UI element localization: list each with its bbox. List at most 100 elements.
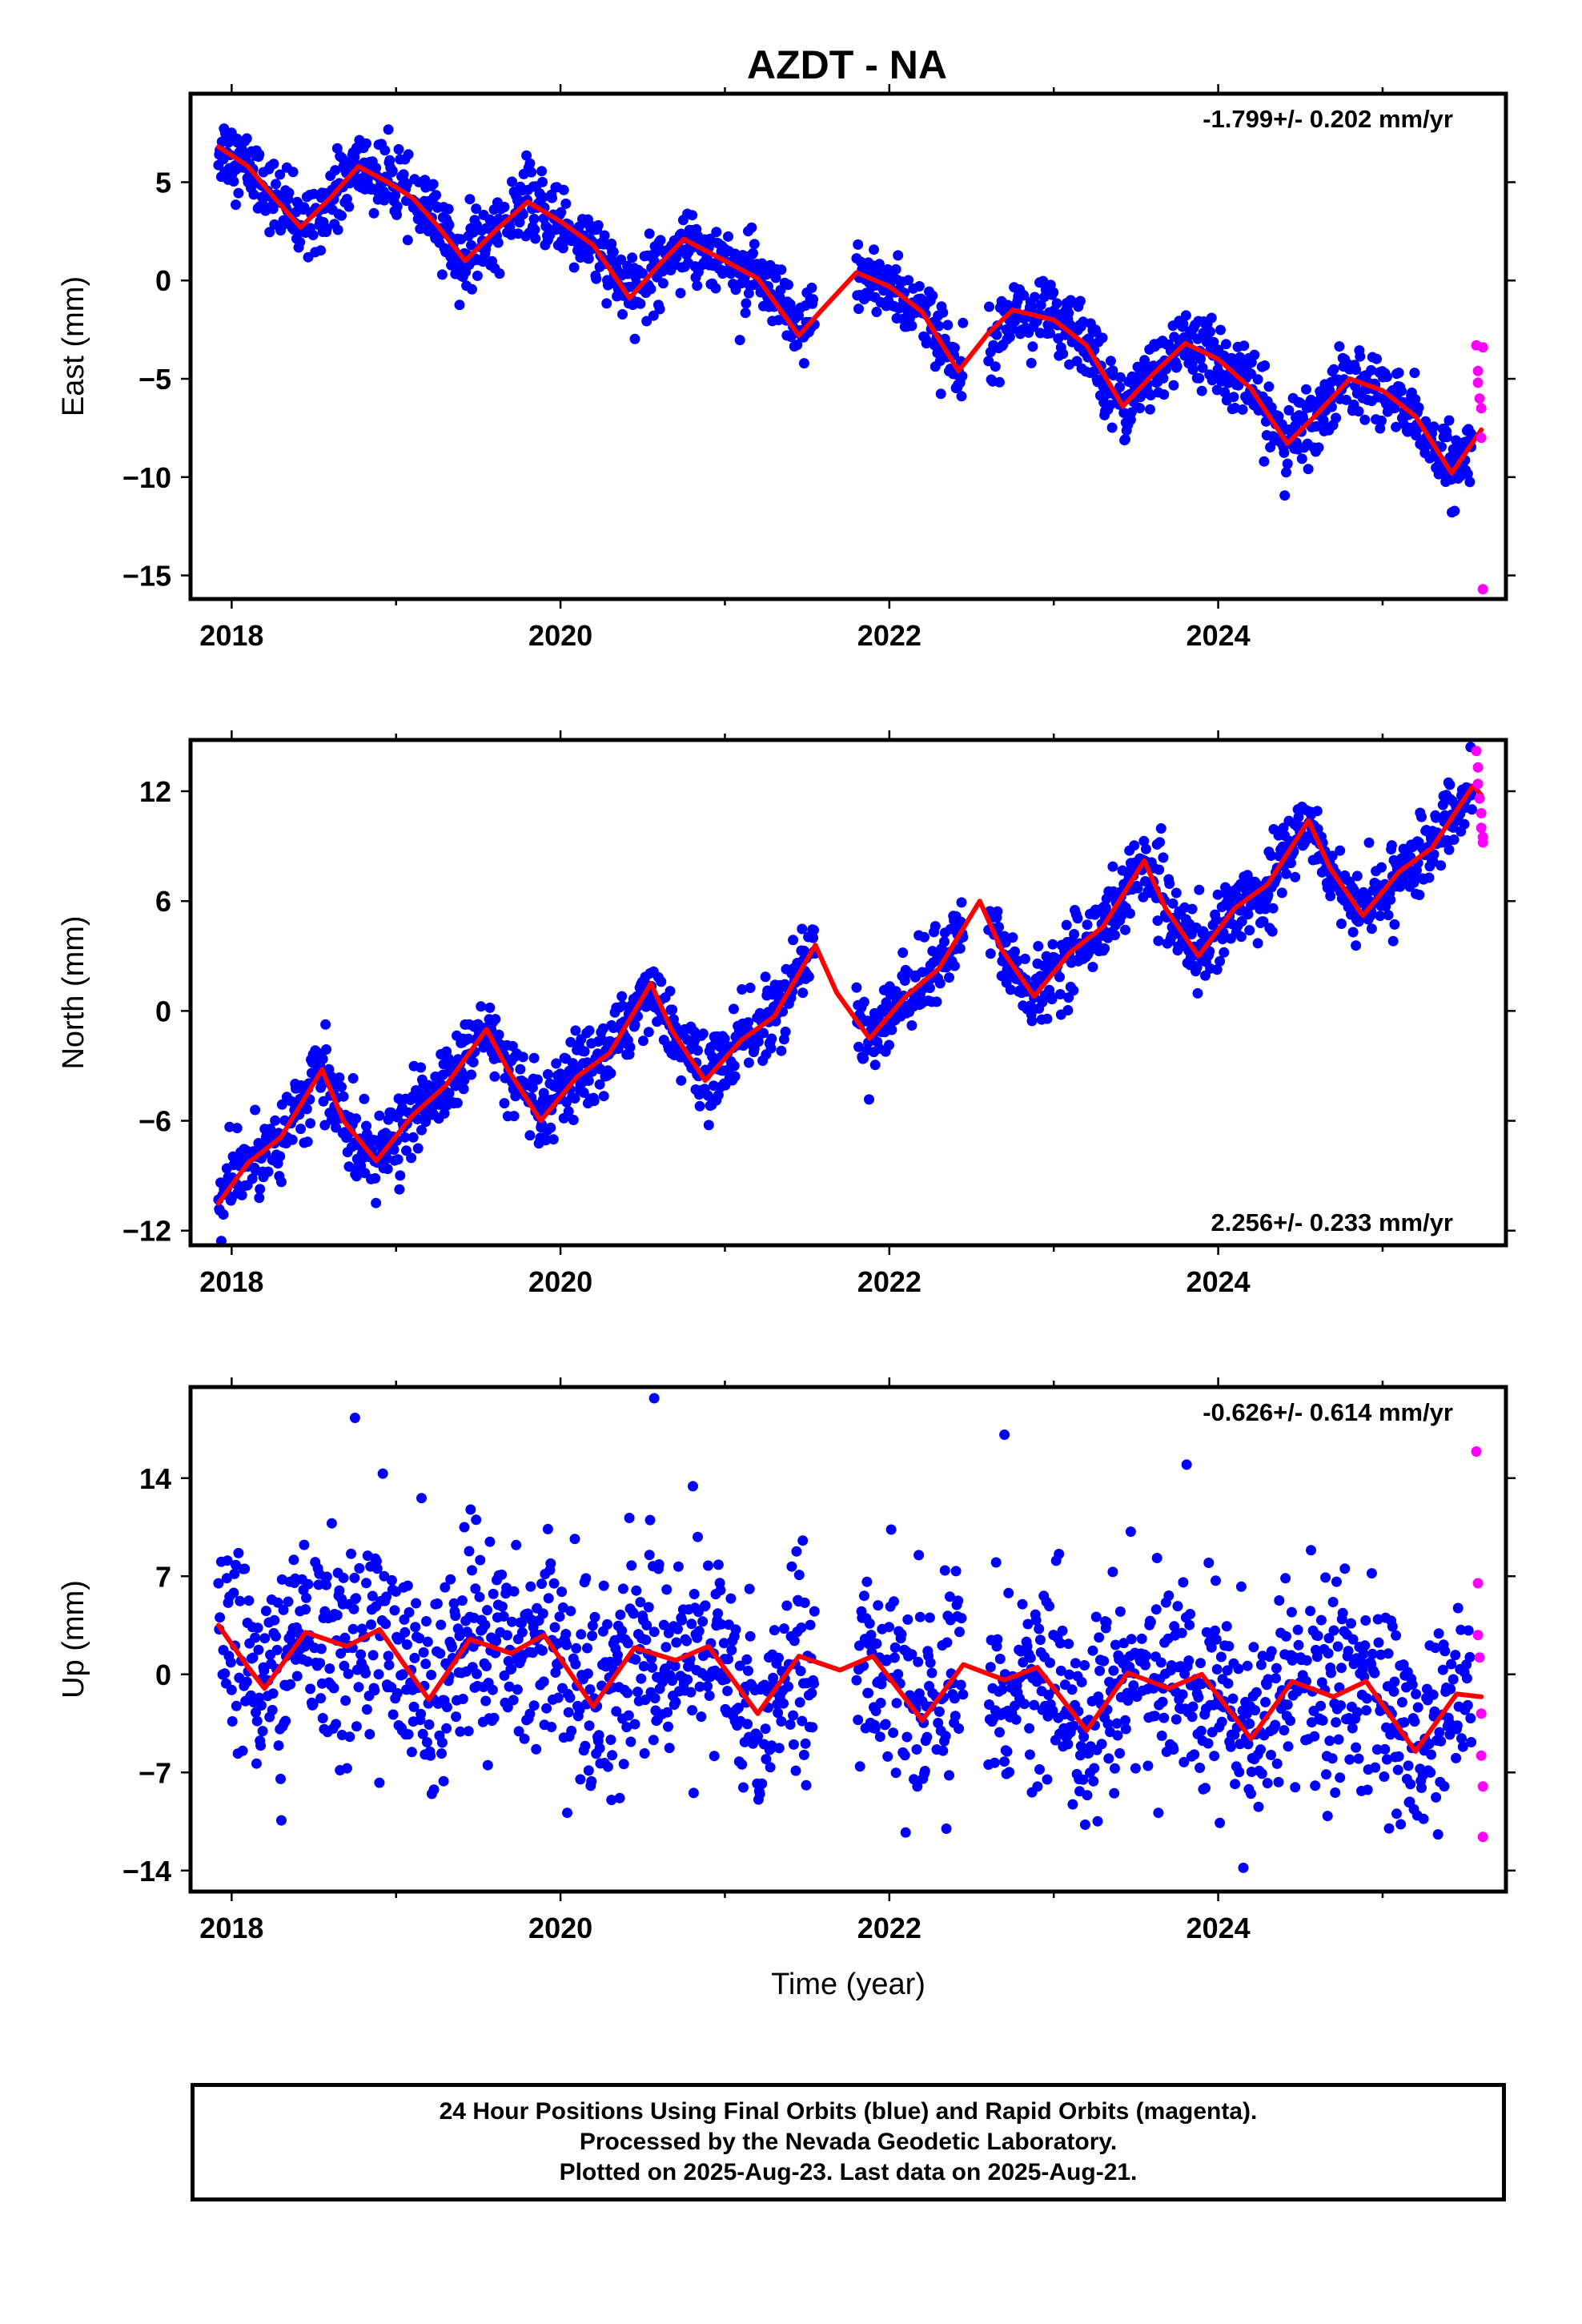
final-orbit-point — [302, 1136, 313, 1148]
final-orbit-point — [351, 1113, 362, 1124]
x-tick-label: 2024 — [1186, 1265, 1251, 1298]
final-orbit-point — [1029, 1699, 1040, 1711]
final-orbit-point — [1010, 1714, 1022, 1725]
final-orbit-point — [737, 1759, 748, 1770]
final-orbit-point — [741, 298, 752, 309]
final-orbit-point — [1456, 1733, 1467, 1744]
final-orbit-point — [1293, 1639, 1304, 1651]
final-orbit-point — [1371, 353, 1382, 364]
final-orbit-point — [1428, 849, 1439, 860]
final-orbit-point — [255, 1740, 266, 1751]
final-orbit-point — [1122, 1695, 1134, 1706]
final-orbit-point — [688, 1481, 698, 1492]
final-orbit-point — [1153, 1807, 1164, 1819]
final-orbit-point — [334, 1585, 345, 1596]
final-orbit-point — [641, 1620, 652, 1630]
final-orbit-point — [704, 1691, 715, 1701]
final-orbit-point — [1192, 987, 1203, 999]
final-orbit-point — [1064, 1669, 1075, 1680]
final-orbit-point — [612, 1650, 623, 1661]
final-orbit-point — [1130, 1763, 1141, 1774]
final-orbit-point — [391, 209, 402, 220]
final-orbit-point — [432, 1598, 443, 1609]
final-orbit-point — [1136, 1633, 1147, 1644]
final-orbit-point — [1186, 1711, 1198, 1723]
final-orbit-point — [1134, 403, 1146, 414]
final-orbit-point — [958, 1689, 969, 1700]
final-orbit-point — [1311, 806, 1323, 817]
final-orbit-point — [1063, 1638, 1074, 1650]
final-orbit-point — [853, 1041, 864, 1052]
final-orbit-point — [1335, 845, 1346, 856]
final-orbit-point — [1344, 1754, 1355, 1765]
final-orbit-point — [1387, 935, 1399, 947]
final-orbit-point — [791, 1546, 802, 1557]
final-orbit-point — [693, 1045, 703, 1056]
rapid-orbit-point — [1477, 1831, 1488, 1843]
final-orbit-point — [1096, 1739, 1107, 1750]
final-orbit-point — [263, 1166, 274, 1177]
final-orbit-point — [253, 1644, 264, 1655]
final-orbit-point — [235, 1595, 246, 1606]
final-orbit-point — [1324, 385, 1335, 396]
final-orbit-point — [1418, 1813, 1429, 1824]
final-orbit-point — [1464, 476, 1476, 488]
final-orbit-point — [728, 1003, 739, 1015]
final-orbit-point — [517, 209, 528, 220]
y-tick-label: −12 — [122, 1215, 171, 1248]
final-orbit-point — [268, 159, 279, 170]
final-orbit-point — [689, 1589, 700, 1599]
final-orbit-point — [1168, 380, 1179, 391]
final-orbit-point — [800, 1738, 811, 1749]
final-orbit-point — [271, 1644, 283, 1655]
final-orbit-point — [798, 358, 809, 369]
final-orbit-point — [1457, 1741, 1468, 1752]
final-orbit-point — [475, 1554, 486, 1566]
final-orbit-point — [914, 1611, 926, 1622]
final-orbit-point — [215, 1612, 226, 1623]
final-orbit-point — [288, 1554, 299, 1566]
final-orbit-point — [710, 283, 721, 294]
final-orbit-point — [1445, 1683, 1456, 1695]
final-orbit-point — [347, 1623, 359, 1634]
final-orbit-point — [1003, 1587, 1014, 1598]
final-orbit-point — [537, 1608, 548, 1619]
final-orbit-point — [1107, 861, 1118, 872]
final-orbit-point — [1244, 1719, 1255, 1729]
final-orbit-point — [1246, 1767, 1257, 1777]
final-orbit-point — [793, 1570, 805, 1581]
final-orbit-point — [1178, 1577, 1189, 1588]
final-orbit-point — [339, 1632, 351, 1643]
footer-caption-box: 24 Hour Positions Using Final Orbits (bl… — [191, 2083, 1506, 2201]
final-orbit-point — [351, 1721, 362, 1732]
final-orbit-point — [1263, 890, 1274, 901]
final-orbit-point — [723, 1654, 733, 1665]
final-orbit-point — [1068, 985, 1079, 996]
final-orbit-point — [658, 1619, 669, 1630]
final-orbit-point — [871, 307, 882, 317]
final-orbit-point — [1286, 858, 1296, 869]
final-orbit-point — [1258, 916, 1269, 927]
final-orbit-point — [1099, 943, 1110, 954]
final-orbit-point — [467, 1565, 477, 1576]
final-orbit-point — [1399, 1717, 1410, 1728]
final-orbit-point — [743, 287, 754, 299]
final-orbit-point — [436, 269, 448, 280]
final-orbit-point — [466, 1069, 477, 1080]
final-orbit-point — [729, 1071, 741, 1082]
final-orbit-point — [1464, 1651, 1476, 1663]
final-orbit-point — [561, 1639, 572, 1651]
final-orbit-point — [749, 239, 760, 250]
final-orbit-point — [681, 1635, 693, 1647]
final-orbit-point — [1075, 1740, 1086, 1751]
final-orbit-point — [1416, 811, 1427, 822]
final-orbit-point — [1057, 1625, 1068, 1636]
final-orbit-point — [709, 1751, 720, 1762]
final-orbit-point — [1336, 919, 1347, 929]
final-orbit-point — [1331, 1576, 1342, 1587]
final-orbit-point — [1183, 1655, 1195, 1667]
final-orbit-point — [713, 1559, 724, 1570]
final-orbit-point — [906, 1649, 917, 1660]
final-orbit-point — [410, 1622, 421, 1633]
final-orbit-point — [1411, 1689, 1422, 1699]
